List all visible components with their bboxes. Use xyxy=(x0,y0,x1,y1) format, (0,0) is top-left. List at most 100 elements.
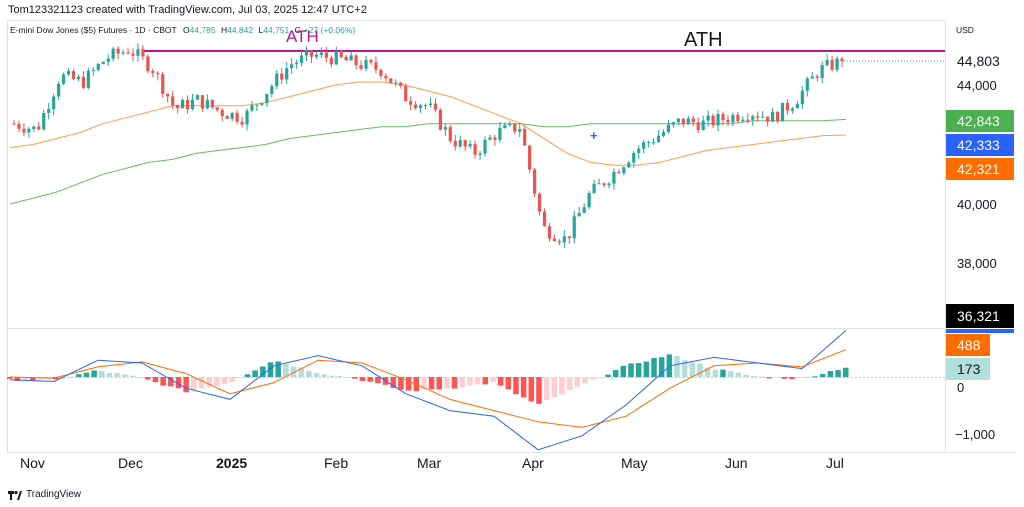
macd-histogram-bar xyxy=(359,377,366,381)
macd-histogram-bar xyxy=(129,375,136,377)
candle-body xyxy=(647,142,651,144)
candle-body xyxy=(642,142,646,149)
candle-body xyxy=(716,114,720,126)
candle-body xyxy=(830,59,834,70)
candle-body xyxy=(200,95,205,109)
candle-body xyxy=(785,102,790,111)
macd-histogram-bar xyxy=(444,377,450,389)
candle-body xyxy=(766,116,770,122)
open-label: O xyxy=(183,25,190,35)
macd-histogram-bar xyxy=(229,377,235,382)
time-label-feb: Feb xyxy=(324,455,348,471)
svg-text:E-mini Dow Jones ($5) Futures: E-mini Dow Jones ($5) Futures · 1D · CBO… xyxy=(10,25,355,35)
macd-histogram-bar xyxy=(137,377,143,378)
badge-histogram: 173 xyxy=(946,358,990,380)
candle-body xyxy=(364,59,368,69)
candle-body xyxy=(790,108,795,111)
candle-body xyxy=(557,241,561,243)
candle-body xyxy=(22,128,26,133)
candle-body xyxy=(359,65,363,69)
candle-body xyxy=(27,128,31,133)
candle-body xyxy=(12,123,16,125)
macd-histogram-bar xyxy=(766,377,772,379)
macd-histogram-bar xyxy=(843,367,849,377)
macd-histogram-bar xyxy=(712,369,719,377)
candle-body xyxy=(314,54,319,57)
macd-histogram-bar xyxy=(321,374,327,377)
candle-body xyxy=(770,112,775,122)
candle-body xyxy=(86,70,90,88)
macd-histogram-bar xyxy=(122,374,128,377)
macd-histogram-bar xyxy=(290,366,297,377)
macd-histogram-bar xyxy=(827,371,834,377)
macd-histogram-bar xyxy=(267,362,274,377)
candle-body xyxy=(96,63,100,70)
macd-histogram-bar xyxy=(689,362,696,377)
macd-histogram-bar xyxy=(168,377,174,387)
candle-body xyxy=(453,140,457,147)
candle-body xyxy=(815,76,819,78)
macd-histogram-bar xyxy=(758,376,765,378)
candle-body xyxy=(414,104,418,109)
macd-histogram-bar xyxy=(275,361,281,377)
candle-body xyxy=(661,132,666,136)
macd-histogram-bar xyxy=(68,376,74,378)
candle-body xyxy=(835,58,839,70)
badge-signal: 488 xyxy=(946,334,990,356)
candle-body xyxy=(250,105,254,111)
macd-histogram-bar xyxy=(390,377,396,389)
price-tick-44000: 44,000 xyxy=(957,78,997,93)
macd-histogram-bar xyxy=(520,377,527,398)
candle-body xyxy=(577,213,581,217)
macd-histogram-bar xyxy=(612,369,619,377)
candle-body xyxy=(518,128,522,132)
close-label: C xyxy=(295,25,301,35)
credit-text: Tom123321123 created with TradingView.co… xyxy=(8,4,367,16)
candle-body xyxy=(136,49,140,56)
candle-body xyxy=(399,82,403,86)
candle-body xyxy=(691,118,695,123)
macd-histogram-bar xyxy=(597,377,604,379)
candle-body xyxy=(185,99,190,110)
candle-body xyxy=(344,56,348,61)
candle-body xyxy=(324,52,328,58)
candle-body xyxy=(736,114,740,121)
badge-sma-fast-bg xyxy=(946,158,1014,180)
candle-body xyxy=(547,226,552,239)
macd-histogram-bar xyxy=(298,367,304,377)
macd-histogram-bar xyxy=(237,377,243,379)
candle-body xyxy=(498,128,502,140)
candle-body xyxy=(329,57,333,65)
badge-sma-blue: 42,333 xyxy=(946,134,1014,156)
candle-body xyxy=(81,76,86,88)
candle-body xyxy=(379,69,383,77)
macd-histogram-bar xyxy=(221,377,228,384)
candle-body xyxy=(280,73,284,80)
candle-body xyxy=(106,58,110,62)
candle-body xyxy=(146,56,150,72)
macd-histogram-bar xyxy=(666,354,673,377)
macd-histogram-bar xyxy=(743,374,749,377)
symbol-name: E-mini Dow Jones ($5) Futures · 1D · CBO… xyxy=(10,25,177,35)
candle-body xyxy=(513,123,517,132)
macd-histogram-bar xyxy=(582,377,588,384)
candle-body xyxy=(42,113,46,130)
macd-histogram-bar xyxy=(589,377,596,380)
macd-histogram-bar xyxy=(681,360,688,377)
candle-body xyxy=(443,127,447,130)
candle-body xyxy=(627,162,631,168)
tradingview-brand[interactable]: TradingView xyxy=(8,488,81,502)
candle-body xyxy=(17,123,21,129)
macd-histogram-bar xyxy=(781,377,788,379)
header-bar: Tom123321123 created with TradingView.co… xyxy=(0,0,1024,20)
macd-histogram-bar xyxy=(260,366,266,377)
macd-histogram-bar xyxy=(329,375,335,377)
symbol-legend[interactable]: E-mini Dow Jones ($5) Futures · 1D · CBO… xyxy=(10,25,355,35)
macd-histogram-bar xyxy=(283,363,289,377)
cross-marker-icon: + xyxy=(590,128,598,143)
candle-body xyxy=(756,116,760,118)
macd-histogram-bar xyxy=(306,370,312,377)
macd-histogram-bar xyxy=(206,377,212,388)
macd-histogram-bar xyxy=(405,377,412,391)
